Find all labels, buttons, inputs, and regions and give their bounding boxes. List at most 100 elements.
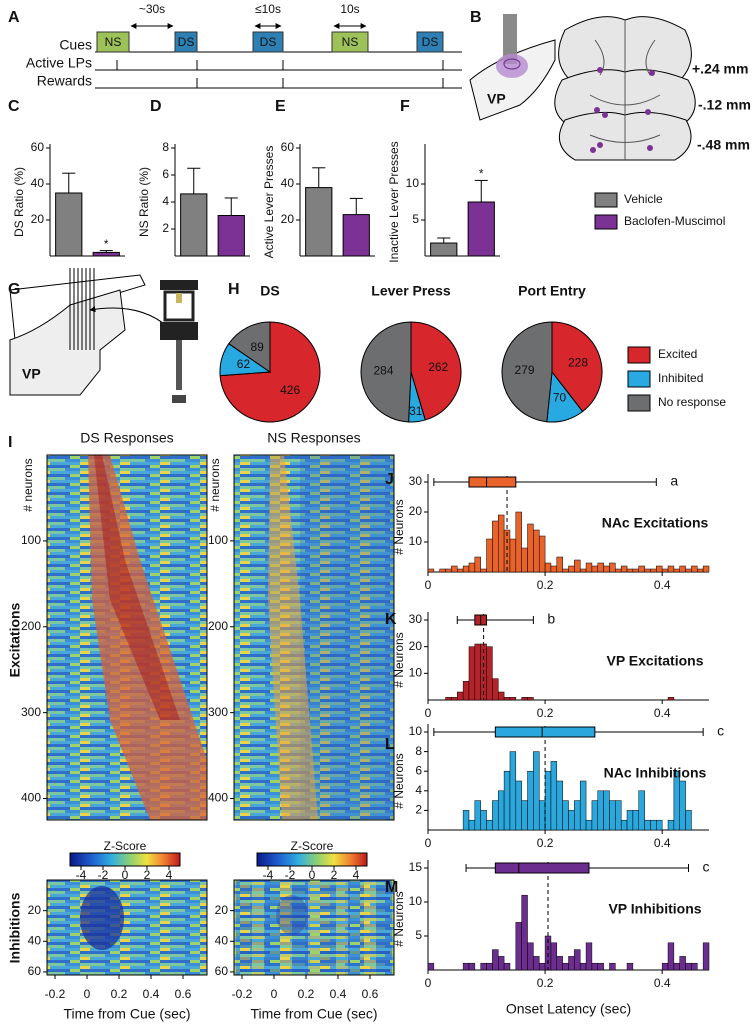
bar bbox=[467, 201, 495, 257]
panel-letter: D bbox=[150, 98, 162, 115]
histogram-bar bbox=[626, 568, 634, 573]
histogram-bar bbox=[644, 568, 651, 573]
histogram-bar bbox=[679, 956, 686, 971]
y-tick-label: 100 bbox=[208, 533, 228, 547]
y-tick-label: 400 bbox=[21, 791, 41, 805]
histogram-bar bbox=[515, 922, 522, 971]
histogram-bar bbox=[679, 565, 686, 573]
histogram-bar bbox=[591, 565, 599, 573]
legend-swatch bbox=[594, 192, 618, 208]
row-label: Rewards bbox=[37, 73, 92, 89]
y-tick-label: 2 bbox=[415, 803, 422, 817]
histogram-bar bbox=[480, 810, 487, 831]
colorbar-label: Z-Score bbox=[291, 839, 334, 853]
heatmap-frame bbox=[233, 454, 395, 821]
histogram-bar bbox=[474, 643, 481, 701]
y-tick-label: 40 bbox=[28, 933, 42, 947]
bar bbox=[180, 193, 208, 257]
panel-letter: A bbox=[8, 9, 20, 26]
histogram-bar bbox=[656, 565, 663, 573]
row-label: Active LPs bbox=[26, 55, 92, 71]
histogram-bar bbox=[556, 780, 563, 831]
cue-box bbox=[416, 31, 444, 53]
histogram-bar bbox=[632, 810, 639, 831]
heatmap-frame bbox=[46, 879, 208, 976]
x-tick-label: 0 bbox=[84, 987, 91, 1001]
section-level: +.24 mm bbox=[692, 61, 748, 77]
y-tick-label: 40 bbox=[281, 176, 295, 190]
section-level: -.12 mm bbox=[698, 97, 751, 113]
histogram-bar bbox=[462, 565, 470, 573]
histogram-bar bbox=[480, 568, 487, 573]
y-tick-label: 4 bbox=[162, 194, 169, 208]
histogram-bar bbox=[667, 942, 675, 971]
histogram-bar bbox=[439, 568, 446, 573]
y-tick-label: 20 bbox=[31, 212, 45, 226]
histogram-title: NAc Excitations bbox=[602, 515, 709, 531]
histogram-bar bbox=[486, 962, 493, 971]
y-tick-label: 4 bbox=[415, 783, 422, 797]
y-tick-label: 300 bbox=[21, 705, 41, 719]
x-tick-label: 0.4 bbox=[330, 987, 347, 1001]
x-tick-label: 0 bbox=[309, 868, 316, 882]
histogram-bar bbox=[685, 568, 692, 573]
y-axis-label: DS Ratio (%) bbox=[12, 167, 26, 237]
x-tick-label: 0.2 bbox=[537, 578, 554, 592]
colorbar bbox=[256, 852, 368, 867]
pie-label: 70 bbox=[553, 391, 567, 405]
x-tick-label: 0.6 bbox=[175, 987, 192, 1001]
interval-label: ~30s bbox=[139, 2, 165, 16]
histogram-bar bbox=[585, 819, 593, 831]
x-tick-label: 0.4 bbox=[654, 578, 671, 592]
cue-box bbox=[96, 31, 130, 53]
panel-letter: F bbox=[400, 98, 410, 115]
x-tick-label: 0 bbox=[271, 987, 278, 1001]
y-axis-label: # neurons bbox=[21, 458, 35, 511]
x-tick-label: 0.4 bbox=[654, 976, 671, 990]
histogram-bar bbox=[667, 819, 675, 831]
panel-letter: J bbox=[385, 471, 394, 488]
histogram-bar bbox=[562, 568, 569, 573]
histogram-bar bbox=[702, 942, 710, 971]
box bbox=[494, 862, 590, 874]
heatmap-frame bbox=[46, 454, 208, 821]
histogram-bar bbox=[585, 942, 593, 971]
bar bbox=[217, 215, 245, 257]
y-axis-label: # Neurons bbox=[392, 753, 406, 808]
histogram-bar bbox=[591, 962, 599, 971]
histogram-bar bbox=[451, 697, 458, 701]
y-tick-label: 60 bbox=[281, 140, 295, 154]
x-tick-label: 0.2 bbox=[298, 987, 315, 1001]
legend-label: Inhibited bbox=[658, 371, 703, 385]
y-tick-label: 8 bbox=[162, 140, 169, 154]
histogram-bar bbox=[620, 819, 628, 831]
x-tick-label: -0.2 bbox=[232, 987, 253, 1001]
histogram-bar bbox=[550, 761, 558, 831]
pie-label: 279 bbox=[515, 363, 535, 377]
legend-label: Excited bbox=[658, 347, 697, 361]
histogram-bar bbox=[462, 962, 470, 971]
y-tick-label: 400 bbox=[208, 791, 228, 805]
histogram-bar bbox=[521, 547, 528, 573]
histogram-bar bbox=[574, 949, 581, 971]
histogram-bar bbox=[468, 562, 476, 573]
x-tick-label: 0.2 bbox=[537, 706, 554, 720]
legend-label: Vehicle bbox=[624, 192, 663, 206]
histogram-bar bbox=[568, 565, 575, 573]
histogram-bar bbox=[597, 790, 604, 831]
histogram-bar bbox=[462, 681, 470, 701]
box-label: a bbox=[670, 473, 678, 489]
histogram-bar bbox=[626, 810, 634, 831]
histogram-bar bbox=[609, 562, 616, 573]
histogram-bar bbox=[527, 523, 534, 573]
cue-box bbox=[252, 31, 284, 53]
panel-letter: L bbox=[385, 736, 395, 753]
histogram-bar bbox=[509, 751, 517, 831]
histogram-bar bbox=[533, 751, 540, 831]
heatmap-title: NS Responses bbox=[267, 430, 360, 446]
panel-letter: I bbox=[8, 434, 12, 451]
x-tick-label: 0 bbox=[425, 706, 432, 720]
histogram-bar bbox=[492, 520, 499, 573]
histogram-bar bbox=[550, 942, 558, 971]
histogram-bar bbox=[597, 562, 604, 573]
